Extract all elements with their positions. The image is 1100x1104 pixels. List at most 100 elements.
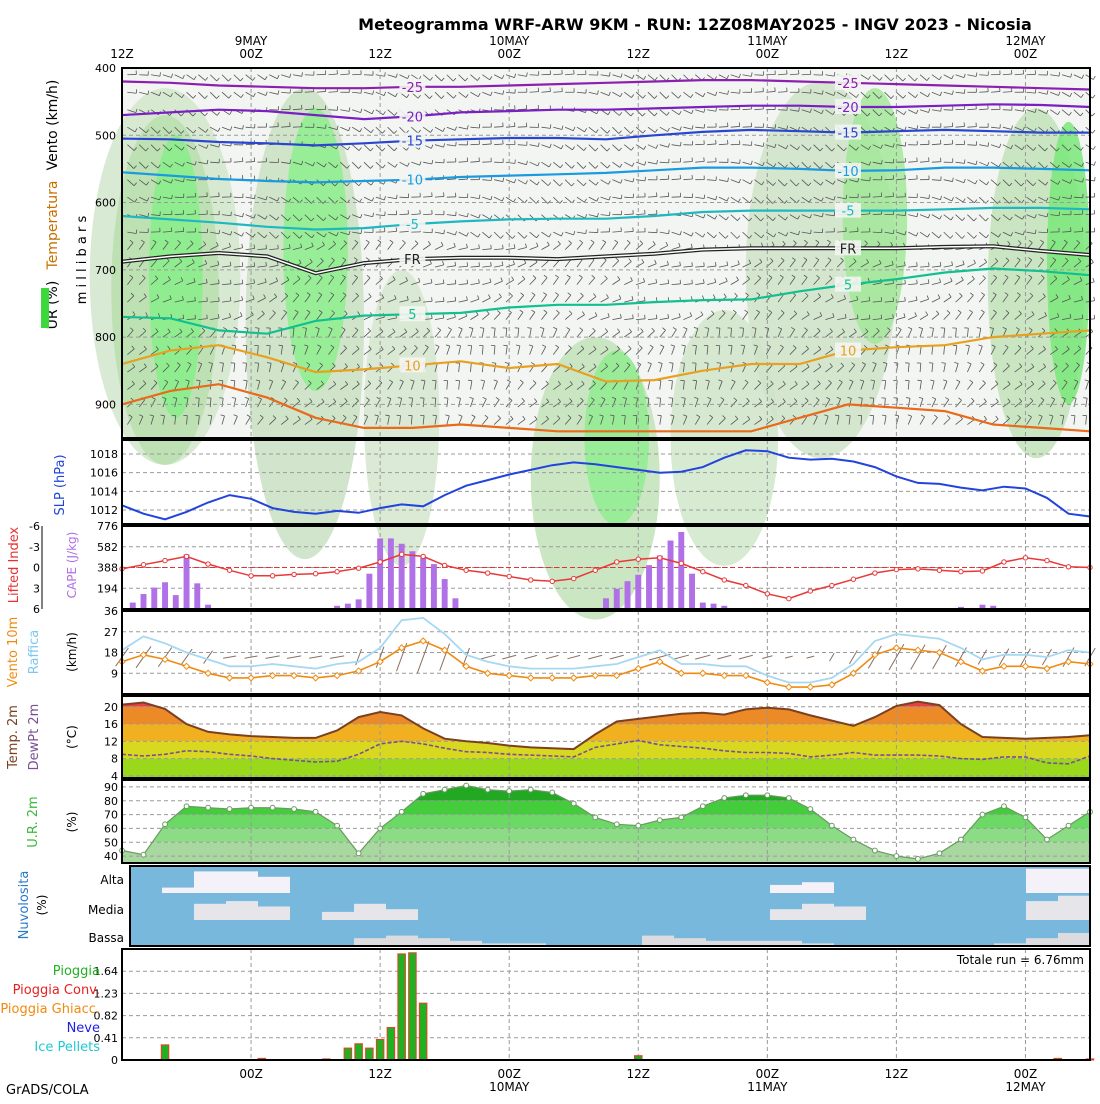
wind-barb-flag xyxy=(172,195,173,199)
precip-bar xyxy=(366,1048,374,1060)
footer-label: GrADS/COLA xyxy=(6,1083,89,1098)
cape-bar xyxy=(388,538,394,609)
lifted-index-point xyxy=(464,568,468,572)
lifted-index-point xyxy=(356,566,360,570)
humidity-point xyxy=(786,796,791,801)
wind-barb-flag xyxy=(692,262,693,266)
cape-label: CAPE (J/kg) xyxy=(65,532,79,599)
contour-label: -15 xyxy=(837,127,858,142)
contour-label: 5 xyxy=(844,279,852,294)
wind-point xyxy=(420,638,426,644)
wind-barb-flag xyxy=(160,72,161,76)
lifted-index-point xyxy=(873,571,877,575)
li-tick-label: 3 xyxy=(33,582,40,595)
cape-bar xyxy=(162,582,168,609)
wind-barb-flag xyxy=(467,262,468,266)
wind-point xyxy=(571,675,577,681)
humidity-point xyxy=(743,793,748,798)
wind-barb xyxy=(979,92,988,93)
humidity-point xyxy=(292,807,297,812)
contour-label: -5 xyxy=(842,205,855,220)
lifted-index-point xyxy=(765,592,769,596)
wind-point xyxy=(807,684,813,690)
humidity-band xyxy=(122,815,1090,829)
humidity-band xyxy=(122,828,1090,842)
cape-bar xyxy=(141,594,147,609)
wind-point xyxy=(485,670,491,676)
y-tick-label: 500 xyxy=(95,129,116,142)
wind-10m-label: Vento 10m xyxy=(6,617,21,688)
humidity-point xyxy=(765,793,770,798)
wind-barb xyxy=(198,214,207,215)
wind-arrow xyxy=(674,655,689,659)
y-tick-label: 9 xyxy=(111,667,118,680)
contour-label: -10 xyxy=(402,174,423,189)
temperature-band xyxy=(122,741,1090,758)
precip-bar xyxy=(419,1003,427,1060)
wind-barb xyxy=(778,110,787,111)
cloud-block xyxy=(194,904,226,920)
wind-arrow xyxy=(330,656,344,659)
cape-bar xyxy=(173,595,179,609)
top-time-label: 00Z xyxy=(1014,47,1038,61)
y-tick-label: 0 xyxy=(111,1054,118,1067)
wind-barb xyxy=(1074,214,1083,215)
wind-point xyxy=(958,659,964,665)
lifted-index-point xyxy=(744,583,748,587)
cape-bar xyxy=(635,575,641,609)
humidity-point xyxy=(571,801,576,806)
y-tick-label: 400 xyxy=(95,62,116,75)
wind-barb-flag xyxy=(1093,76,1095,79)
bottom-time-label: 12Z xyxy=(368,1067,392,1081)
wind-point xyxy=(162,656,168,662)
cape-bar xyxy=(603,598,609,609)
bottom-time-label: 00Z xyxy=(239,1067,263,1081)
wind-barb-flag xyxy=(881,297,882,301)
bottom-time-label: 00Z xyxy=(1014,1067,1038,1081)
y-tick-label: 1012 xyxy=(90,504,118,517)
cloud-block xyxy=(226,901,258,920)
wind-barb xyxy=(967,127,976,128)
precip-legend-item: Pioggia xyxy=(53,964,100,979)
bottom-time-label: 00Z xyxy=(497,1067,521,1081)
lifted-index-point xyxy=(270,574,274,578)
wind-barb-flag xyxy=(1024,107,1025,111)
cloud-block xyxy=(258,877,290,893)
wind-barb-flag xyxy=(242,280,243,284)
top-date-label: 11MAY xyxy=(747,34,788,48)
humidity-label: U.R. 2m xyxy=(26,796,41,847)
humidity-point xyxy=(851,837,856,842)
wind-barb-flag xyxy=(657,415,661,416)
wind-barb-flag xyxy=(977,328,981,329)
wind-barb-flag xyxy=(255,328,259,329)
humidity-point xyxy=(249,805,254,810)
wind-point xyxy=(786,684,792,690)
wind-barb-flag xyxy=(716,107,717,111)
lifted-index-point xyxy=(442,563,446,567)
wind-barb xyxy=(743,127,752,128)
humidity-point xyxy=(163,822,168,827)
wind-point xyxy=(635,666,641,672)
wind-barb xyxy=(305,75,314,76)
wind-point xyxy=(549,675,555,681)
lifted-index-point xyxy=(163,558,167,562)
precip-bar xyxy=(344,1048,352,1060)
wind-arrow xyxy=(546,655,559,658)
wind-arrow xyxy=(417,641,429,673)
temperature-unit-label: (°C) xyxy=(65,725,79,749)
contour-label: -25 xyxy=(837,77,858,92)
y-tick-label: 12 xyxy=(104,735,118,748)
wind-point xyxy=(764,679,770,685)
cloud-block xyxy=(386,909,418,920)
wind-barb xyxy=(624,197,633,198)
wind-point xyxy=(1044,666,1050,672)
meteogram-title: Meteogramma WRF-ARW 9KM - RUN: 12Z08MAY2… xyxy=(358,15,1032,34)
cloud-block xyxy=(802,882,834,893)
humidity-point xyxy=(916,856,921,861)
wind-barb xyxy=(423,214,432,215)
humidity-band xyxy=(122,842,1090,863)
humidity-point xyxy=(1002,804,1007,809)
